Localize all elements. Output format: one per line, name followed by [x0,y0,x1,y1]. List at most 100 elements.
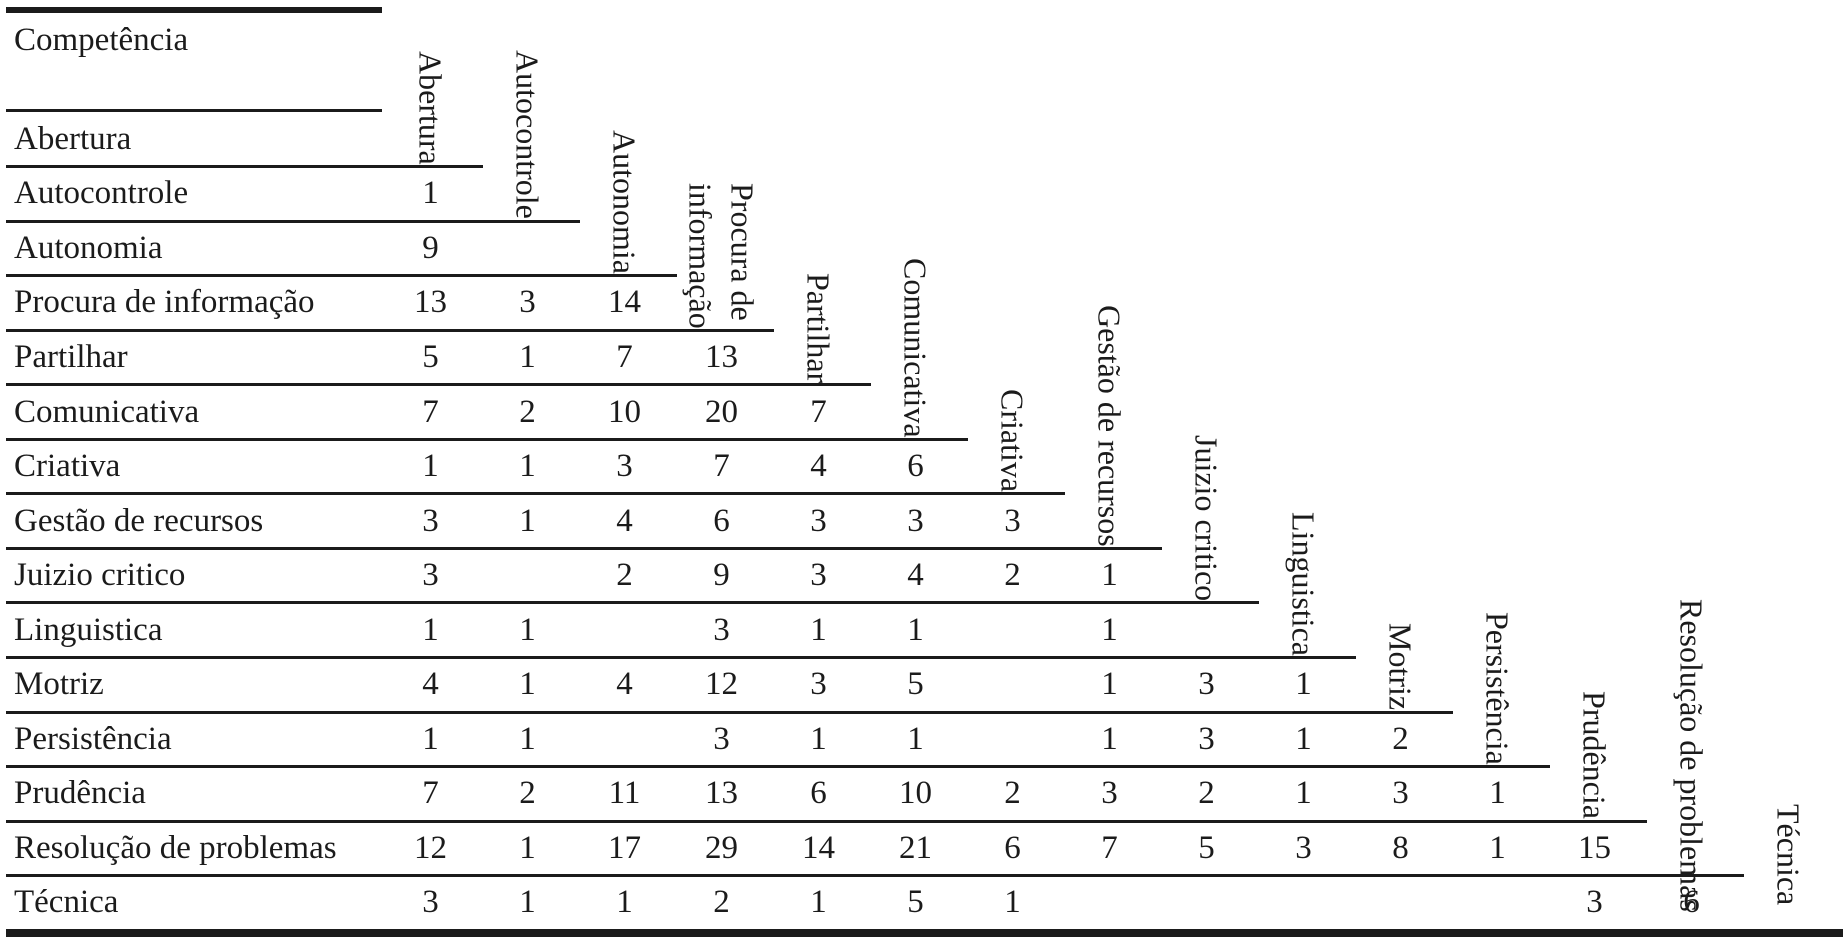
column-header: Criativa [994,388,1031,492]
row-label: Autocontrole [14,175,189,212]
cell-value: 1 [907,720,924,757]
cell-value: 14 [802,829,835,866]
table-top-border [6,7,382,13]
cell-value: 2 [1392,720,1409,757]
cell-value: 1 [1489,829,1506,866]
cell-value: 3 [422,884,439,921]
cell-value: 1 [519,720,536,757]
cell-value: 1 [1101,557,1118,594]
header-row-rule [6,109,382,112]
cell-value: 1 [519,448,536,485]
cell-value: 1 [1295,775,1312,812]
column-header: Gestão de recursos [1091,304,1128,547]
cell-value: 1 [1295,720,1312,757]
cell-value: 5 [907,666,924,703]
row-rule [6,765,1550,769]
cell-value: 3 [519,284,536,321]
row-rule [6,546,1162,550]
cell-value: 1 [1101,720,1118,757]
cell-value: 10 [608,393,641,430]
cell-value: 13 [705,775,738,812]
row-rule [6,437,968,441]
row-label: Abertura [14,120,132,157]
cell-value: 1 [422,611,439,648]
cell-value: 1 [422,720,439,757]
cell-value: 6 [713,502,730,539]
cell-value: 13 [705,338,738,375]
row-rule [6,710,1453,714]
cell-value: 4 [422,666,439,703]
cell-value: 13 [414,284,447,321]
cell-value: 1 [519,666,536,703]
cell-value: 4 [907,557,924,594]
row-label: Prudência [14,775,146,812]
cell-value: 4 [810,448,827,485]
row-rule [6,601,1259,605]
cell-value: 7 [1101,829,1118,866]
row-label: Motriz [14,666,104,703]
row-label: Comunicativa [14,393,200,430]
row-label: Técnica [14,884,119,921]
cell-value: 3 [810,557,827,594]
cell-value: 3 [1101,775,1118,812]
cell-value: 3 [713,720,730,757]
cell-value: 1 [422,175,439,212]
cell-value: 8 [1392,829,1409,866]
column-header: Juizio critico [1188,434,1225,601]
row-label: Partilhar [14,338,128,375]
row-rule [6,165,483,169]
row-rule [6,274,677,278]
cell-value: 3 [616,448,633,485]
cell-value: 21 [899,829,932,866]
cell-value: 3 [1586,884,1603,921]
cell-value: 17 [608,829,641,866]
cell-value: 12 [414,829,447,866]
cell-value: 3 [1295,829,1312,866]
cell-value: 6 [810,775,827,812]
cell-value: 5 [907,884,924,921]
cell-value: 2 [519,775,536,812]
cell-value: 4 [616,666,633,703]
row-label: Linguistica [14,611,163,648]
column-header: Linguistica [1285,511,1322,656]
cell-value: 1 [616,884,633,921]
cell-value: 6 [1004,829,1021,866]
row-rule [6,383,871,387]
cell-value: 2 [1004,775,1021,812]
cell-value: 3 [810,666,827,703]
cell-value: 2 [616,557,633,594]
row-rule [6,219,580,223]
cell-value: 20 [705,393,738,430]
column-header: Autonomia [606,129,643,274]
cell-value: 2 [1004,557,1021,594]
row-label: Procura de informação [14,284,315,321]
table-bottom-border [6,929,1843,937]
column-header: Partilhar [800,272,837,383]
cell-value: 9 [713,557,730,594]
cell-value: 5 [1198,829,1215,866]
cell-value: 1 [810,884,827,921]
column-header: Técnica [1770,803,1807,905]
cell-value: 7 [422,393,439,430]
cell-value: 12 [705,666,738,703]
row-rule [6,874,1744,878]
cell-value: 1 [519,829,536,866]
cell-value: 1 [810,611,827,648]
column-header: Prudência [1576,691,1613,820]
row-label: Resolução de problemas [14,829,337,866]
cell-value: 3 [1004,502,1021,539]
cell-value: 1 [1489,775,1506,812]
cell-value: 9 [422,229,439,266]
column-header: Motriz [1382,622,1419,711]
cell-value: 7 [422,775,439,812]
cell-value: 1 [519,502,536,539]
cell-value: 3 [422,557,439,594]
cell-value: 2 [1198,775,1215,812]
cell-value: 1 [810,720,827,757]
cell-value: 1 [1295,666,1312,703]
cell-value: 7 [616,338,633,375]
cell-value: 3 [907,502,924,539]
cell-value: 2 [713,884,730,921]
cell-value: 1 [907,611,924,648]
